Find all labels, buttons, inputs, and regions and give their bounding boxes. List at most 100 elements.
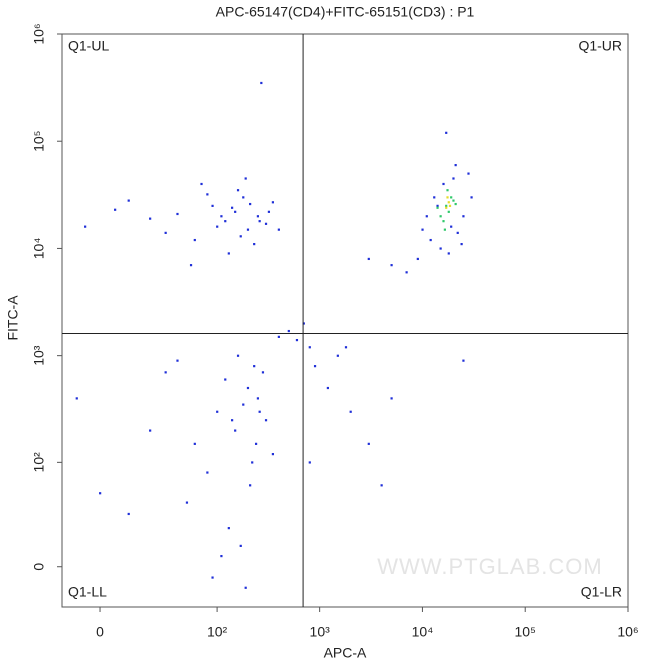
event-dot [258,410,261,413]
plot-frame [61,33,629,608]
event-dot [380,484,383,487]
event-dot [200,182,203,186]
event-dot [439,247,442,250]
event-dot [460,243,463,246]
event-dot [287,329,290,333]
event-dot [211,576,214,579]
event-dot [234,429,237,432]
event-dot [127,512,130,516]
event-dot [448,204,452,207]
event-dot [390,397,393,400]
event-dot [443,228,446,231]
event-dot [75,397,78,400]
event-dot [246,228,250,231]
event-dot [224,220,227,223]
event-dot [227,527,230,530]
event-dot [256,397,260,400]
event-dot [242,403,245,406]
event-dot [244,586,247,589]
event-dot [236,354,240,357]
event-dot [234,210,237,213]
event-dot [446,189,449,192]
event-dot [336,354,339,357]
event-dot [99,492,102,495]
event-dot [421,228,424,231]
event-dot [445,131,448,134]
chart-title: APC-65147(CD4)+FITC-65151(CD3) : P1 [216,4,475,20]
event-dot [442,182,445,186]
event-dot [253,365,256,368]
event-dot [450,225,453,228]
event-dot [220,554,223,558]
event-dot [454,164,457,167]
event-dot [390,264,393,267]
quadrant-label: Q1-UL [68,38,109,54]
event-dot [277,228,280,231]
event-dot [367,442,370,445]
event-dot [416,257,419,261]
event-dot [164,231,167,234]
event-dot [429,238,432,242]
event-dot [216,410,219,413]
event-dot [84,225,87,228]
event-dot [264,222,268,225]
x-tick-label: 0 [96,624,104,640]
event-dot [211,204,214,207]
event-dot [149,429,152,432]
event-dot [267,210,271,213]
event-dot [185,501,189,504]
x-tick-label: 10⁶ [617,624,638,640]
event-dot [436,204,439,207]
event-dot [231,419,234,422]
event-dot [189,264,193,267]
event-dot [261,371,265,374]
event-dot [249,202,252,206]
event-dot [256,215,260,218]
event-dot [456,231,459,234]
y-tick-label: 10² [31,452,47,473]
event-dot [239,544,242,547]
event-dot [271,201,275,204]
x-tick-label: 10² [207,624,228,640]
event-dot [271,453,275,456]
event-dot [313,365,317,368]
x-tick-label: 10⁵ [515,624,536,640]
y-tick-label: 10⁶ [31,23,47,44]
y-tick-label: 0 [31,563,47,571]
quadrant-label: Q1-LR [581,584,622,600]
event-dot [446,196,449,199]
event-dot [239,235,242,238]
watermark: WWW.PTGLAB.COM [377,554,602,579]
event-dot [470,196,473,199]
x-axis-label: APC-A [324,645,367,661]
event-dot [193,238,196,242]
event-dot [344,346,348,349]
event-dot [447,210,450,213]
event-dot [206,193,209,196]
event-dot [439,215,442,218]
event-dot [149,217,152,220]
event-dot [442,220,445,223]
event-dot [454,202,457,206]
event-dot [246,386,250,390]
event-dot [462,215,465,218]
event-dot [244,177,247,180]
event-dot [114,208,117,211]
event-dot [127,199,130,202]
event-dot [302,322,305,325]
event-dot [452,177,455,180]
y-tick-label: 10⁴ [31,238,47,260]
event-dot [326,386,329,390]
event-dot [436,206,439,209]
event-dot [264,419,268,422]
y-axis-label: FITC-A [5,295,21,341]
event-dot [251,461,254,464]
event-dot [445,206,448,209]
event-dot [224,378,227,381]
event-dot [450,196,453,199]
quadrant-label: Q1-LL [68,584,107,600]
event-dot [467,172,470,175]
y-tick-label: 10³ [31,345,47,366]
event-dot [445,204,448,207]
